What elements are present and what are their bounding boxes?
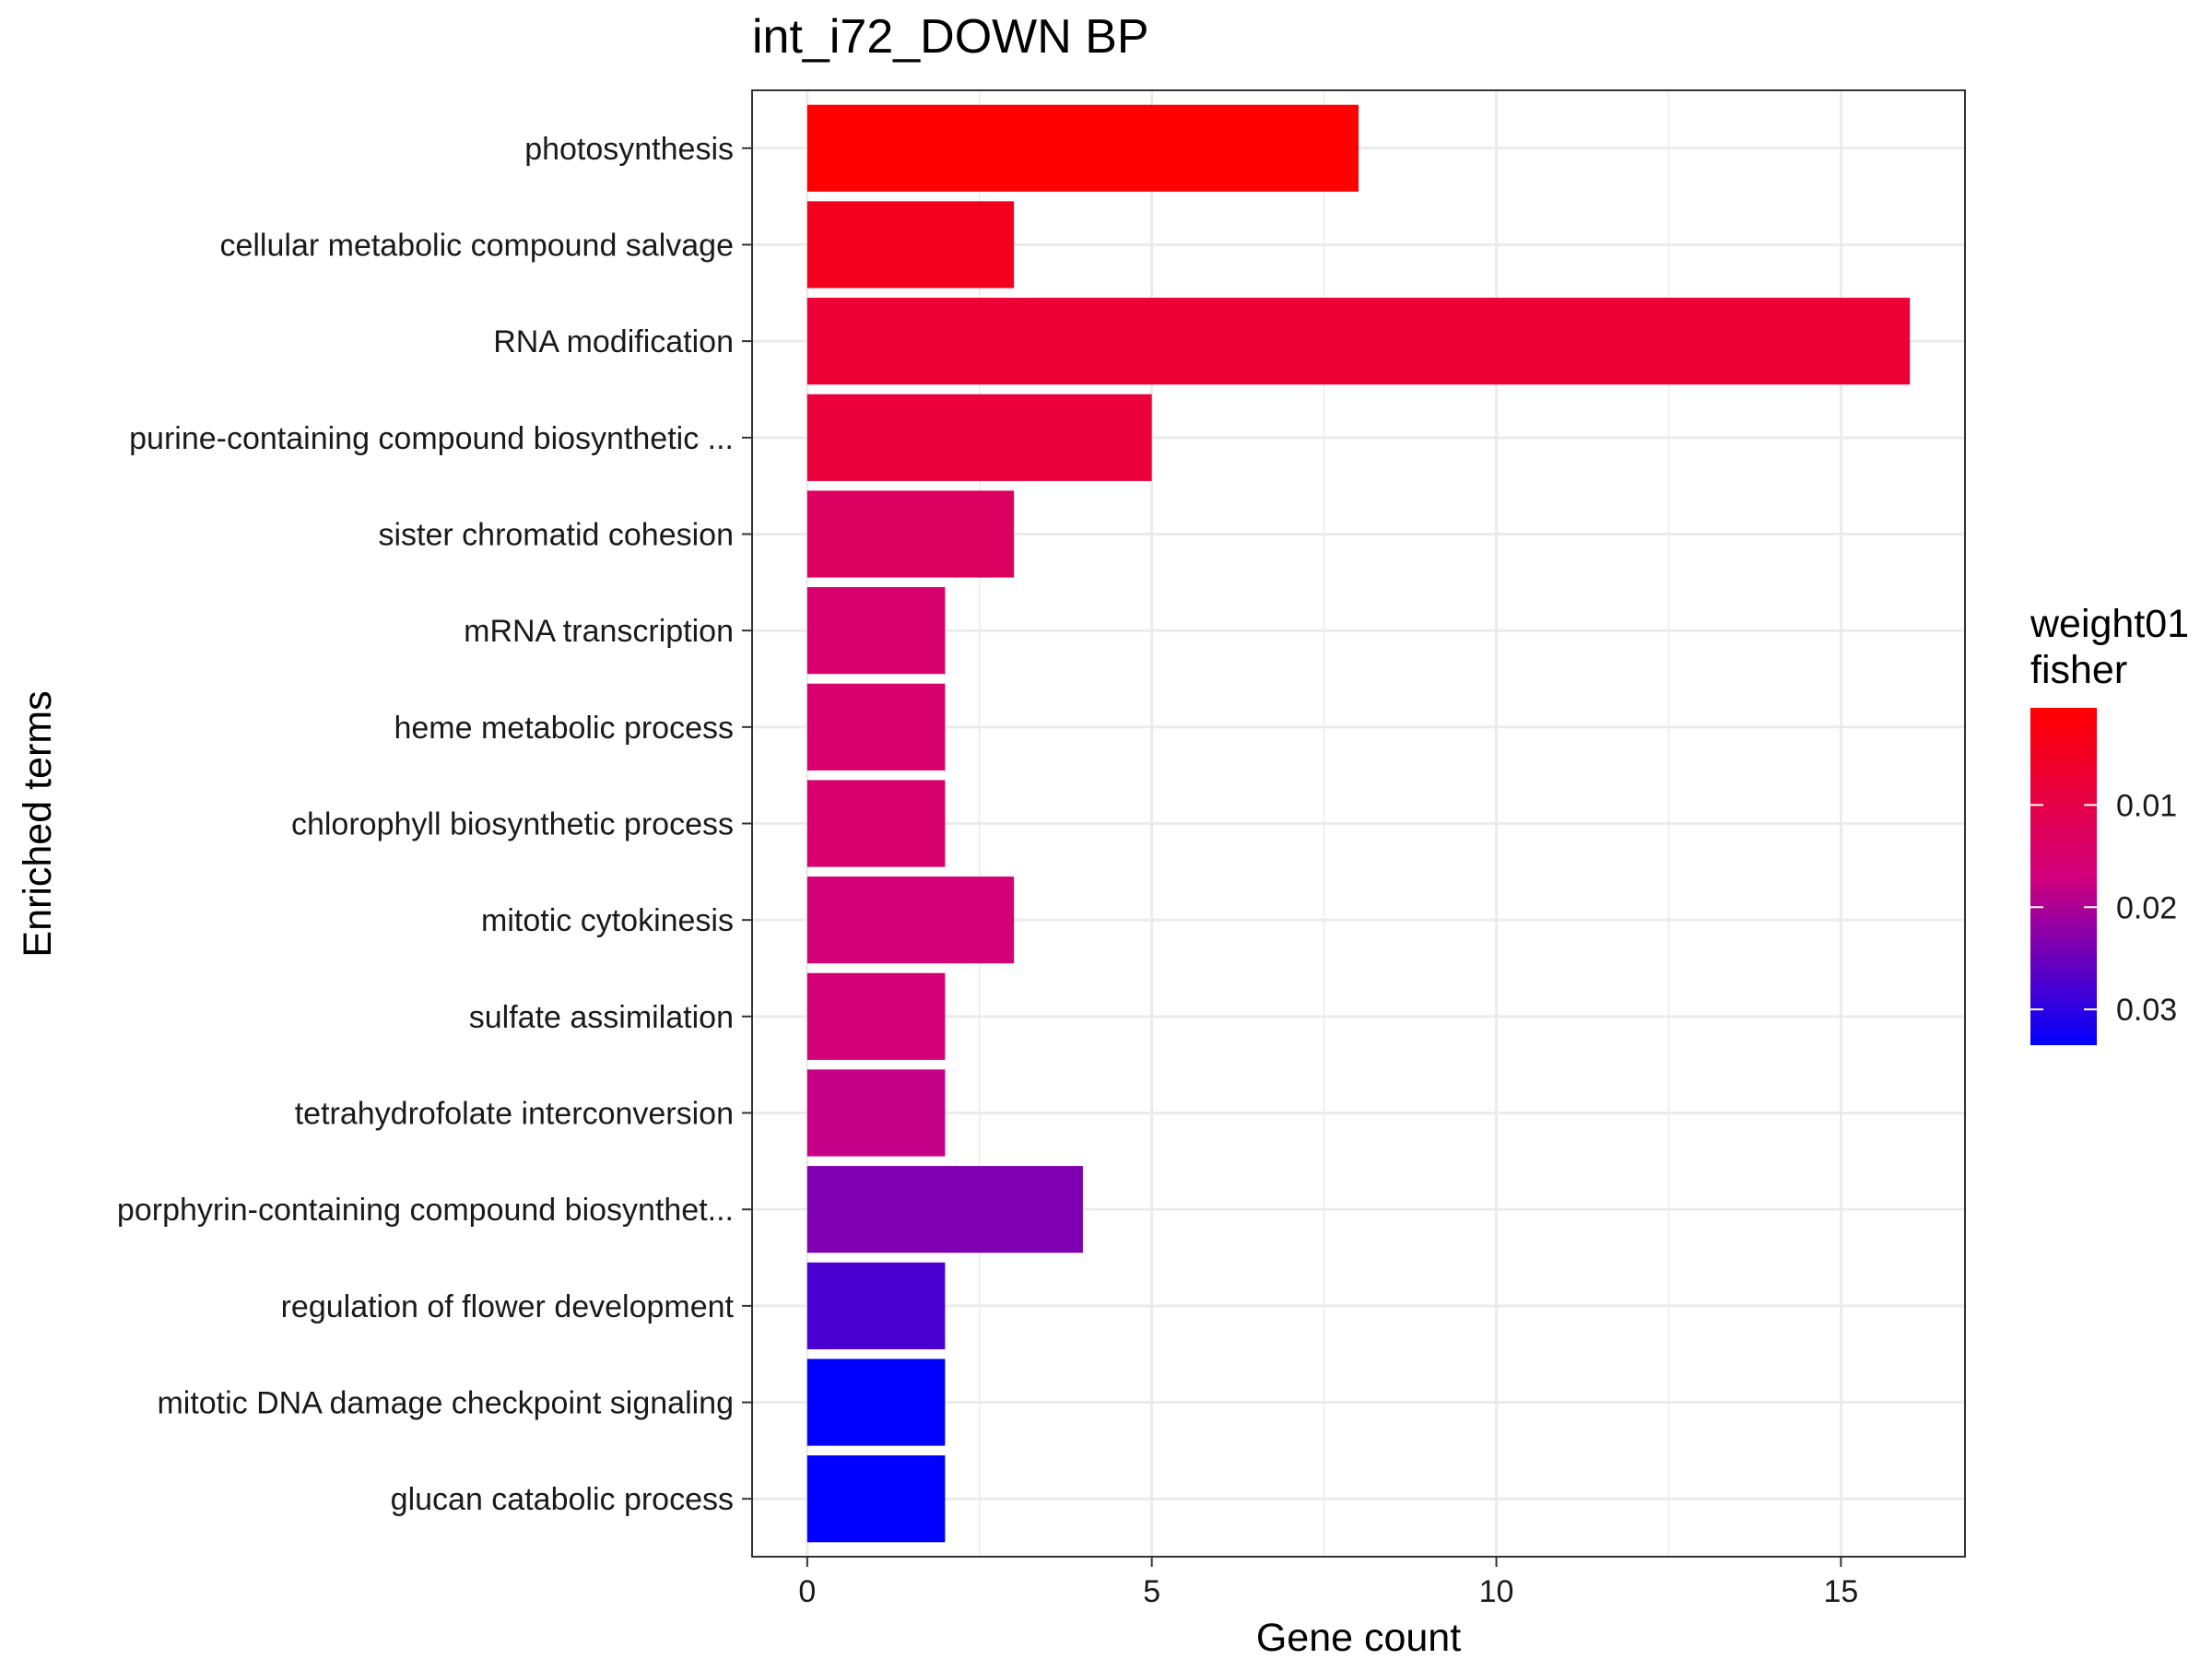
bar — [806, 1166, 1083, 1253]
bar — [806, 877, 1015, 964]
bar — [806, 201, 1015, 288]
bar — [806, 972, 946, 1060]
legend: weight01 fisher 0.01 0.02 0.03 — [2030, 602, 2189, 1045]
bar — [806, 490, 1015, 578]
term-label: RNA modification — [493, 324, 734, 359]
bar — [806, 683, 946, 771]
term-label: mRNA transcription — [464, 614, 734, 649]
bars — [806, 104, 1911, 1543]
legend-ticks: 0.01 0.02 0.03 — [2030, 788, 2177, 1028]
legend-title-line-1: weight01 — [2030, 602, 2189, 646]
term-label: purine-containing compound biosynthetic … — [129, 421, 734, 456]
term-label: porphyrin-containing compound biosynthet… — [117, 1193, 734, 1228]
bar — [806, 587, 946, 675]
x-axis-ticks: 0 5 10 15 — [798, 1557, 1858, 1609]
term-label: cellular metabolic compound salvage — [219, 228, 734, 263]
bar — [806, 298, 1911, 385]
bar — [806, 1069, 946, 1157]
bar — [806, 780, 946, 867]
chart-title: int_i72_DOWN BP — [752, 10, 1149, 64]
x-tick-label: 5 — [1143, 1574, 1160, 1609]
term-label: sulfate assimilation — [469, 1000, 734, 1035]
y-axis-title: Enriched terms — [16, 690, 60, 957]
term-label: photosynthesis — [524, 132, 734, 167]
bar — [806, 104, 1359, 192]
legend-tick-label: 0.01 — [2116, 788, 2177, 823]
term-label: mitotic DNA damage checkpoint signaling — [157, 1386, 734, 1421]
x-axis-title: Gene count — [1256, 1616, 1461, 1659]
bar — [806, 1359, 946, 1446]
legend-tick-label: 0.02 — [2116, 890, 2177, 925]
term-labels: photosynthesis cellular metabolic compoun… — [117, 132, 752, 1517]
x-tick-label: 10 — [1479, 1574, 1514, 1609]
term-label: regulation of flower development — [281, 1289, 735, 1324]
term-label: heme metabolic process — [394, 711, 734, 746]
term-label: mitotic cytokinesis — [481, 903, 734, 938]
x-tick-label: 0 — [798, 1574, 816, 1609]
bar — [806, 394, 1152, 481]
term-label: tetrahydrofolate interconversion — [295, 1097, 734, 1132]
term-label: chlorophyll biosynthetic process — [291, 807, 734, 842]
bar — [806, 1455, 946, 1543]
term-label: glucan catabolic process — [391, 1482, 734, 1517]
term-label: sister chromatid cohesion — [378, 517, 734, 552]
legend-colorbar — [2030, 708, 2097, 1045]
legend-tick-label: 0.03 — [2116, 993, 2177, 1028]
x-tick-label: 15 — [1823, 1574, 1858, 1609]
legend-title-line-2: fisher — [2030, 648, 2127, 692]
bar — [806, 1262, 946, 1349]
